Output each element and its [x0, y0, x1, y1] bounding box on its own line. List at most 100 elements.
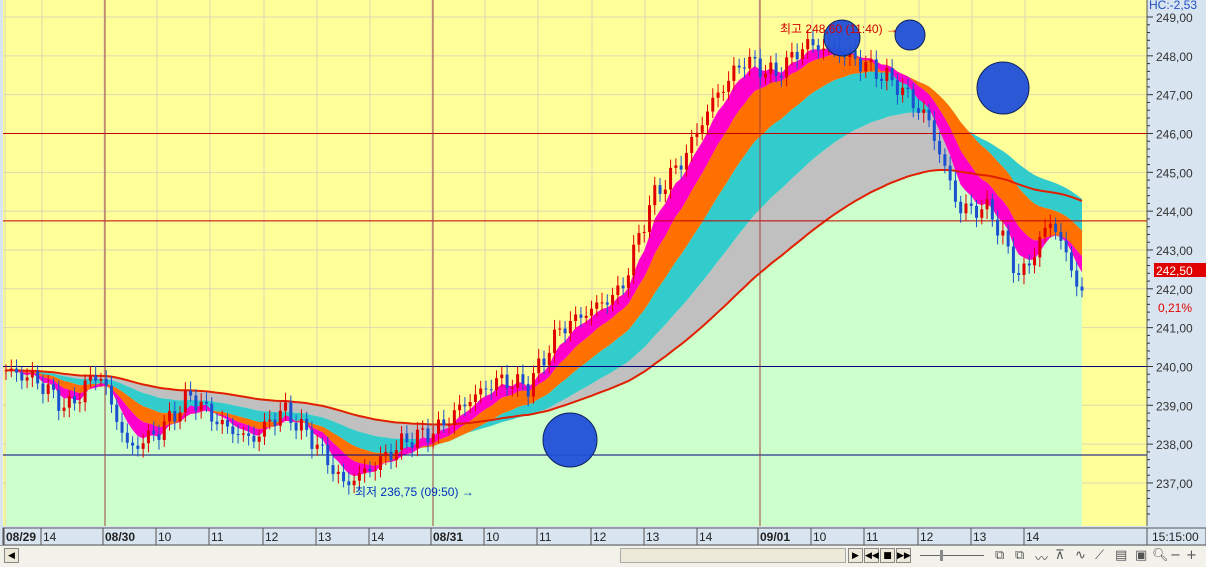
- play-button[interactable]: ▶: [848, 548, 863, 563]
- candle-body: [874, 59, 878, 79]
- candle-body: [579, 314, 583, 318]
- candle-body: [1022, 263, 1026, 275]
- price-chart[interactable]: 최고 248,60 (11:40) → 최저 236,75 (09:50) → 24…: [0, 0, 1206, 545]
- candle-body: [595, 302, 599, 309]
- candle-body: [458, 404, 462, 411]
- candle-body: [183, 390, 187, 413]
- candle-body: [157, 434, 161, 440]
- x-tick-label: 11: [211, 530, 224, 544]
- candle-body: [932, 120, 936, 141]
- y-tick-label: 249,00: [1156, 11, 1193, 25]
- x-tick-label: 11: [866, 530, 879, 544]
- candle-body: [663, 189, 667, 194]
- candle-body: [916, 108, 920, 113]
- candle-body: [278, 410, 282, 426]
- y-tick-label: 247,00: [1156, 89, 1193, 103]
- trend-icon[interactable]: 〰: [1035, 552, 1049, 567]
- stop-button[interactable]: ■: [880, 548, 895, 563]
- candle-body: [869, 59, 873, 63]
- candle-body: [642, 232, 646, 234]
- candle-body: [342, 471, 346, 482]
- candle-body: [220, 419, 224, 425]
- candle-body: [236, 434, 240, 436]
- fast-forward-button[interactable]: ▶▶: [896, 548, 911, 563]
- candle-body: [131, 442, 135, 446]
- candle-body: [948, 165, 952, 181]
- overlay-icon[interactable]: ⧉: [1015, 548, 1025, 563]
- candle-body: [241, 433, 245, 435]
- y-tick-label: 237,00: [1156, 477, 1193, 491]
- chart-image-icon[interactable]: ▣: [1135, 548, 1148, 563]
- candle-body: [115, 404, 119, 422]
- bottom-toolbar: ◀ ▶ ◀◀ ■ ▶▶ ⧉ ⧉ 〰 ⊼ ∿ ⟋ ▤ ▣ 🔍︎ − +: [0, 545, 1206, 567]
- candle-body: [938, 140, 942, 155]
- candle-body: [822, 48, 826, 51]
- candle-body: [284, 402, 288, 411]
- scrollbar[interactable]: [620, 548, 846, 563]
- y-tick-label: 245,00: [1156, 166, 1193, 180]
- candle-body: [669, 167, 673, 190]
- candle-body: [141, 443, 145, 449]
- scroll-left-button[interactable]: ◀: [4, 548, 19, 563]
- candle-body: [864, 62, 868, 72]
- candle-body: [479, 388, 483, 395]
- candle-body: [600, 302, 604, 304]
- candle-body: [294, 422, 298, 431]
- candle-body: [611, 295, 615, 305]
- candle-body: [653, 185, 657, 206]
- candle-body: [363, 468, 367, 474]
- zoom-in-icon[interactable]: +: [1186, 548, 1197, 563]
- candle-body: [442, 419, 446, 426]
- candle-body: [795, 52, 799, 60]
- candle-body: [779, 75, 783, 78]
- indicator-icon[interactable]: ⊼: [1055, 548, 1065, 563]
- candle-body: [1033, 257, 1037, 266]
- x-tick-label: 09/01: [760, 530, 790, 544]
- candle-body: [658, 185, 662, 194]
- candle-body: [352, 480, 356, 486]
- candle-body: [99, 378, 103, 381]
- rewind-button[interactable]: ◀◀: [864, 548, 879, 563]
- candle-body: [310, 429, 314, 449]
- candle-body: [1001, 230, 1005, 236]
- candle-body: [320, 444, 324, 446]
- y-tick-label: 238,00: [1156, 438, 1193, 452]
- candle-body: [906, 87, 910, 90]
- candle-body: [46, 384, 50, 394]
- zoom-out-icon[interactable]: −: [1170, 548, 1181, 563]
- candle-body: [67, 396, 71, 408]
- candle-body: [637, 232, 641, 245]
- candle-body: [109, 385, 113, 405]
- y-tick-label: 244,00: [1156, 205, 1193, 219]
- candle-body: [985, 199, 989, 210]
- candle-body: [252, 435, 256, 442]
- candle-body: [421, 428, 425, 430]
- candle-body: [790, 52, 794, 58]
- x-tick-label: 14: [371, 530, 385, 544]
- candle-body: [895, 80, 899, 96]
- candle-body: [247, 433, 251, 436]
- candle-body: [959, 201, 963, 214]
- candle-body: [975, 205, 979, 218]
- candle-body: [368, 468, 372, 471]
- candle-body: [489, 389, 493, 391]
- candle-body: [764, 73, 768, 78]
- candle-body: [146, 430, 150, 444]
- candle-body: [911, 89, 915, 109]
- line-icon[interactable]: ∿: [1075, 548, 1086, 563]
- y-tick-label: 240,00: [1156, 360, 1193, 374]
- candle-body: [521, 374, 525, 384]
- x-tick-label: 12: [265, 530, 279, 544]
- speed-slider[interactable]: [920, 550, 984, 561]
- chart-tool-icon[interactable]: ⧉: [995, 548, 1005, 563]
- zoom-icon[interactable]: 🔍︎: [1152, 548, 1169, 563]
- candle-body: [980, 209, 984, 218]
- candle-body: [415, 429, 419, 448]
- candle-body: [336, 471, 340, 474]
- candle-body: [927, 109, 931, 121]
- print-icon[interactable]: ▤: [1115, 548, 1128, 563]
- candle-body: [400, 433, 404, 451]
- candle-body: [811, 39, 815, 46]
- candle-body: [621, 285, 625, 289]
- draw-icon[interactable]: ⟋: [1095, 548, 1105, 563]
